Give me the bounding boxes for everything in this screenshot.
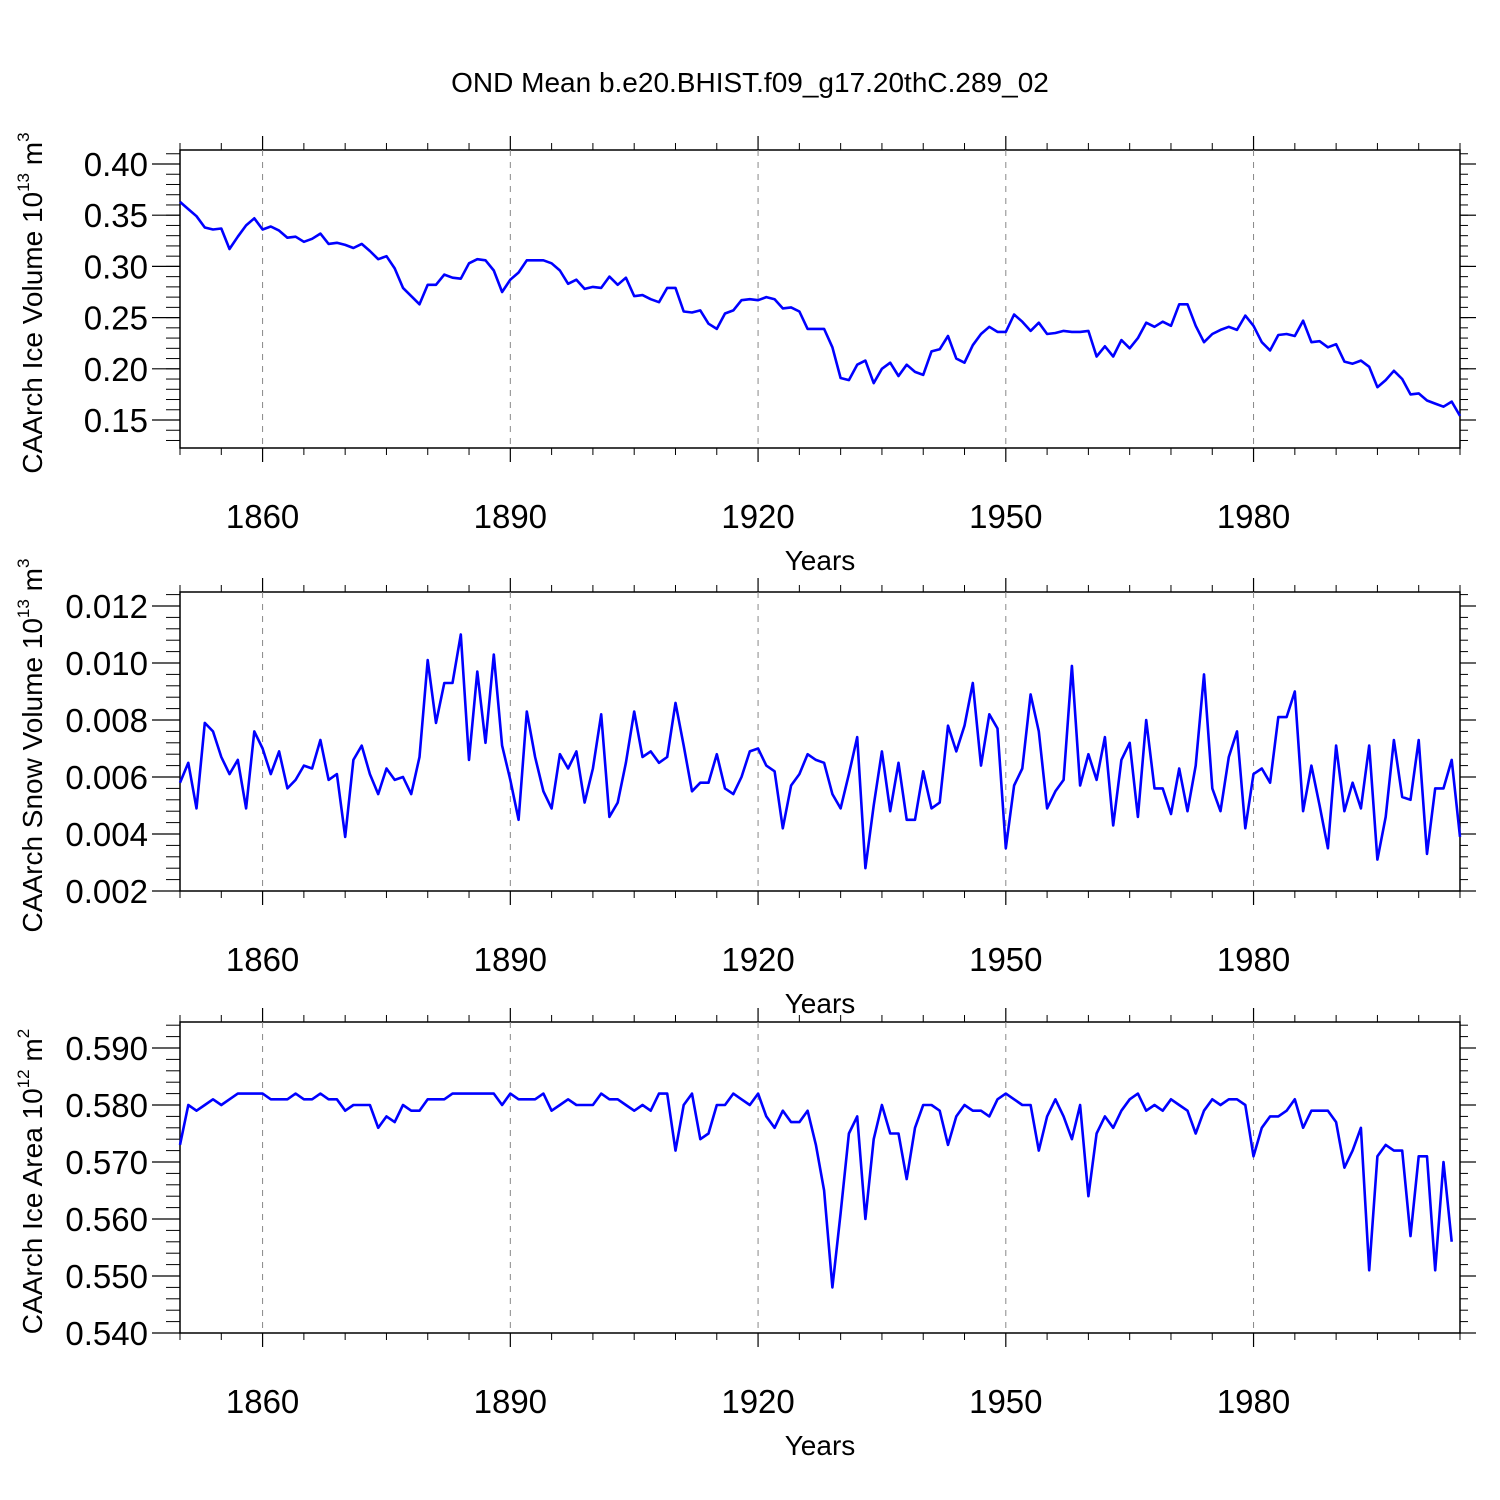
y-tick-label: 0.20 — [84, 351, 148, 388]
series-line — [178, 1092, 1453, 1289]
y-tick-label: 0.008 — [65, 702, 148, 739]
y-tick-label: 0.006 — [65, 759, 148, 796]
y-tick-label: 0.590 — [65, 1030, 148, 1067]
y-tick-label: 0.30 — [84, 248, 148, 285]
panel-2: 1860 1890 1920 1950 1980 0.012 0.010 0.008 0.006… — [14, 559, 1476, 1019]
series-line — [179, 200, 1462, 417]
y-tick-label: 0.35 — [84, 197, 148, 234]
x-tick-label: 1920 — [721, 498, 794, 535]
y-tick-label: 0.580 — [65, 1087, 148, 1124]
x-tick-label: 1860 — [226, 941, 299, 978]
y-tick-label: 0.25 — [84, 300, 148, 337]
plot-frame — [179, 1021, 1461, 1334]
x-tick-label: 1860 — [226, 1383, 299, 1420]
y-tick-label: 0.010 — [65, 645, 148, 682]
series-line — [178, 633, 1462, 870]
x-axis-title: Years — [785, 545, 856, 576]
x-tick-label: 1890 — [474, 941, 547, 978]
panel-1: 1860 1890 1920 1950 1980 0.40 0.35 0.30 0.25 0.20… — [14, 132, 1476, 576]
panel-3: 1860 1890 1920 1950 1980 0.590 0.580 0.570 0.560… — [14, 1008, 1476, 1461]
y-tick-label: 0.40 — [84, 146, 148, 183]
y-axis-title: CAArch Snow Volume 1013 m3 — [14, 559, 48, 933]
x-tick-label: 1980 — [1217, 498, 1290, 535]
x-tick-label: 1890 — [474, 498, 547, 535]
y-axis-title: CAArch Ice Area 1012 m2 — [14, 1029, 48, 1334]
y-axis-title: CAArch Ice Volume 1013 m3 — [14, 132, 48, 473]
chart-title: OND Mean b.e20.BHIST.f09_g17.20thC.289_0… — [451, 67, 1049, 98]
y-tick-label: 0.560 — [65, 1201, 148, 1238]
x-tick-label: 1920 — [721, 1383, 794, 1420]
y-tick-label: 0.004 — [65, 816, 148, 853]
y-tick-label: 0.012 — [65, 588, 148, 625]
x-tick-label: 1980 — [1217, 941, 1290, 978]
y-tick-label: 0.540 — [65, 1315, 148, 1352]
panels-container: 1860 1890 1920 1950 1980 0.40 0.35 0.30 0.25 0.20… — [14, 132, 1476, 1461]
plot-frame — [179, 149, 1461, 449]
plot-frame — [179, 591, 1461, 892]
x-tick-label: 1980 — [1217, 1383, 1290, 1420]
x-tick-label: 1950 — [969, 941, 1042, 978]
x-tick-label: 1920 — [721, 941, 794, 978]
y-tick-label: 0.570 — [65, 1144, 148, 1181]
y-tick-label: 0.550 — [65, 1258, 148, 1295]
x-tick-label: 1950 — [969, 498, 1042, 535]
x-axis-title: Years — [785, 988, 856, 1019]
x-tick-label: 1890 — [474, 1383, 547, 1420]
y-tick-label: 0.002 — [65, 873, 148, 910]
y-tick-label: 0.15 — [84, 402, 148, 439]
x-tick-label: 1950 — [969, 1383, 1042, 1420]
x-tick-label: 1860 — [226, 498, 299, 535]
x-axis-title: Years — [785, 1430, 856, 1461]
